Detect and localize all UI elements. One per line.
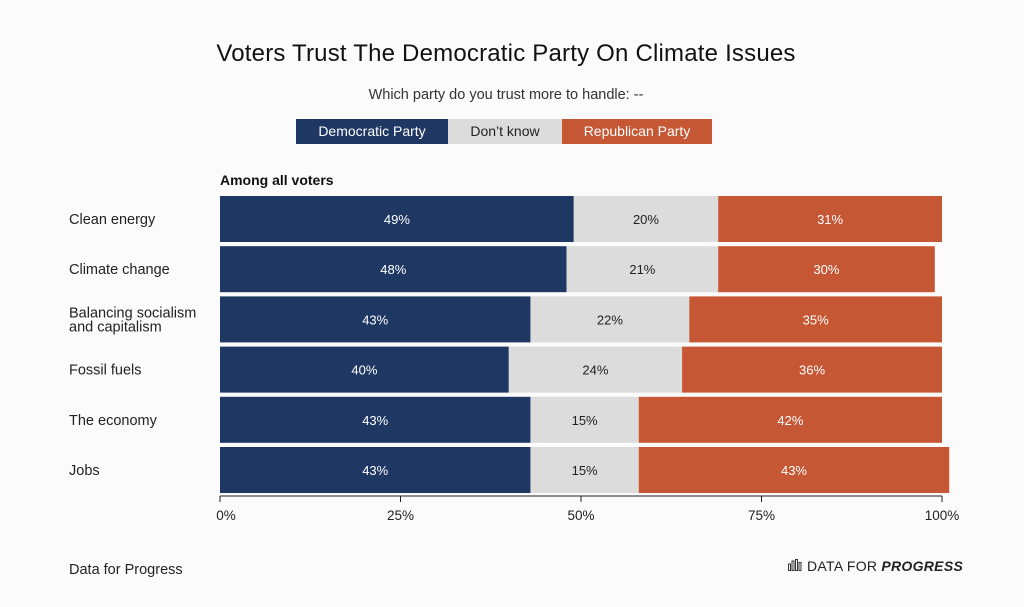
- category-label: The economy: [69, 413, 158, 429]
- bar-segment: [638, 447, 950, 493]
- bar-segment: [573, 196, 719, 242]
- bar-segment: [220, 447, 531, 493]
- data-label: 43%: [781, 463, 807, 478]
- x-tick-label: 75%: [748, 508, 775, 523]
- x-tick-label: 100%: [925, 508, 960, 523]
- chart-subtitle: Which party do you trust more to handle:…: [368, 87, 644, 103]
- bar-segment: [682, 346, 942, 393]
- bar-segment: [530, 396, 639, 443]
- bar-segment: [508, 346, 683, 393]
- data-label: 15%: [572, 463, 598, 478]
- data-label: 49%: [384, 212, 410, 227]
- legend-item-dont-know: Don’t know: [448, 119, 562, 144]
- bar-segment: [220, 196, 574, 242]
- source-note: Data for Progress: [69, 562, 183, 578]
- data-label: 36%: [799, 363, 825, 378]
- brand-prefix: DATA FOR: [807, 558, 878, 574]
- category-label: Balancing socialism and capitalism: [69, 305, 196, 335]
- bar-segment: [530, 296, 690, 343]
- chart-title: Voters Trust The Democratic Party On Cli…: [216, 40, 796, 67]
- category-label: Climate change: [69, 262, 170, 278]
- brand-bold: PROGRESS: [881, 558, 964, 574]
- category-label: Clean energy: [69, 212, 156, 228]
- bar-segment: [718, 246, 935, 293]
- data-label: 43%: [362, 312, 388, 327]
- bar-segment: [689, 296, 942, 343]
- data-label: 42%: [777, 413, 803, 428]
- data-label: 43%: [362, 463, 388, 478]
- data-label: 40%: [351, 363, 377, 378]
- bar-segment: [638, 396, 942, 443]
- x-tick-label: 25%: [387, 508, 414, 523]
- bar-chart-icon: [788, 558, 802, 574]
- bar-segment: [220, 296, 531, 343]
- legend-item-democratic: Democratic Party: [296, 119, 448, 144]
- bar-segment: [220, 346, 509, 393]
- legend-item-republican: Republican Party: [562, 119, 712, 144]
- bar-segment: [220, 246, 567, 293]
- brand-logo: DATA FOR PROGRESS: [788, 558, 963, 574]
- bar-segment: [718, 196, 942, 242]
- category-label: Jobs: [69, 463, 100, 479]
- bar-segment: [530, 447, 639, 493]
- data-label: 22%: [597, 312, 623, 327]
- data-label: 30%: [813, 262, 839, 277]
- data-label: 20%: [633, 212, 659, 227]
- legend: Democratic Party Don’t know Republican P…: [296, 119, 712, 144]
- data-label: 24%: [582, 363, 608, 378]
- bar-segment: [220, 396, 531, 443]
- data-label: 31%: [817, 212, 843, 227]
- data-label: 48%: [380, 262, 406, 277]
- category-label: Fossil fuels: [69, 363, 142, 379]
- bar-segment: [566, 246, 719, 293]
- data-label: 35%: [803, 312, 829, 327]
- data-label: 43%: [362, 413, 388, 428]
- x-tick-label: 0%: [216, 508, 236, 523]
- data-label: 15%: [572, 413, 598, 428]
- data-label: 21%: [629, 262, 655, 277]
- x-tick-label: 50%: [567, 508, 594, 523]
- section-label: Among all voters: [220, 172, 334, 188]
